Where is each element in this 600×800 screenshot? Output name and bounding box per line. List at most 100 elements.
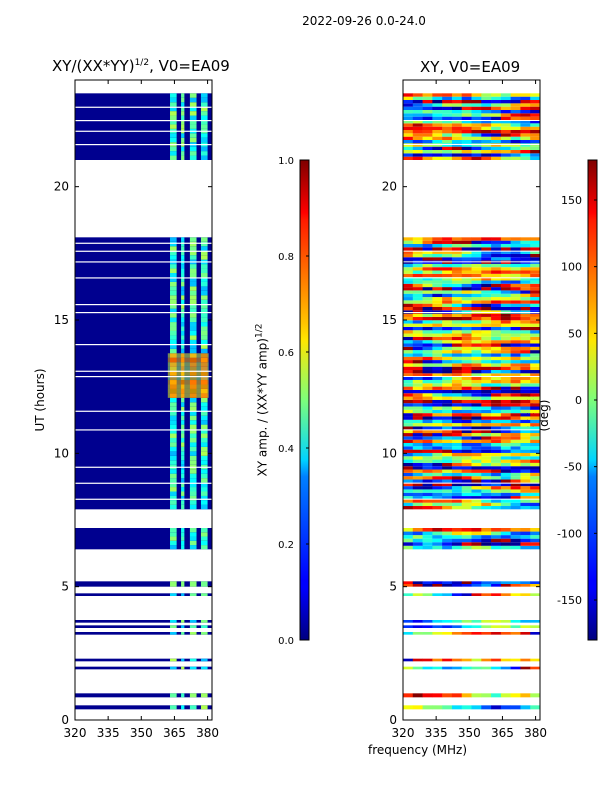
phase-cell xyxy=(530,280,540,284)
phase-cell xyxy=(530,499,540,503)
phase-cell xyxy=(432,103,443,107)
phase-cell xyxy=(491,452,502,457)
phase-cell xyxy=(530,705,540,710)
phase-cell xyxy=(471,153,482,157)
phase-cell xyxy=(442,436,453,440)
phase-cell xyxy=(442,406,453,410)
phase-cell xyxy=(530,620,540,623)
phase-cell xyxy=(471,297,482,301)
phase-cell xyxy=(510,290,521,294)
amp-cell xyxy=(189,97,197,103)
phase-cell xyxy=(500,270,511,274)
phase-cell xyxy=(451,370,463,374)
phase-cell xyxy=(451,383,463,387)
phase-cell xyxy=(510,446,521,450)
phase-cell xyxy=(442,343,453,347)
phase-cell xyxy=(422,290,433,294)
phase-cell xyxy=(500,106,511,110)
phase-cell xyxy=(471,535,482,539)
phase-cell xyxy=(481,306,492,311)
phase-cell xyxy=(461,376,472,380)
y-tick-label: 5 xyxy=(389,580,397,594)
amp-cell xyxy=(200,313,208,318)
phase-cell xyxy=(461,113,472,117)
phase-cell xyxy=(520,531,531,536)
phase-cell xyxy=(403,136,414,140)
phase-cell xyxy=(481,403,492,407)
phase-cell xyxy=(481,486,492,490)
amp-cell xyxy=(200,124,208,129)
phase-cell xyxy=(403,363,414,367)
phase-cell xyxy=(481,389,492,394)
phase-cell xyxy=(403,320,414,324)
phase-cell xyxy=(510,273,521,278)
amp-cell xyxy=(170,460,177,465)
phase-cell xyxy=(432,693,443,698)
left-plot-title: XY/(XX*YY)1/2, V0=EA09 xyxy=(52,57,230,75)
phase-cell xyxy=(491,356,502,361)
phase-cell xyxy=(442,632,453,635)
phase-cell xyxy=(412,283,423,288)
phase-cell xyxy=(481,439,492,443)
phase-cell xyxy=(461,666,472,670)
phase-cell xyxy=(412,389,423,394)
phase-cell xyxy=(491,243,502,248)
phase-cell xyxy=(422,257,433,261)
phase-cell xyxy=(403,476,414,480)
phase-cell xyxy=(403,103,414,107)
phase-cell xyxy=(451,156,463,160)
phase-cell xyxy=(530,693,540,698)
phase-cell xyxy=(520,584,531,587)
phase-cell xyxy=(481,469,492,473)
amp-cell xyxy=(181,317,185,323)
phase-cell xyxy=(471,632,482,635)
phase-cell xyxy=(442,446,453,450)
phase-cell xyxy=(530,133,540,137)
phase-cell xyxy=(442,373,453,377)
phase-cell xyxy=(461,403,472,407)
phase-cell xyxy=(471,96,482,100)
phase-cell xyxy=(481,273,492,278)
amp-cell xyxy=(181,415,185,421)
phase-cell xyxy=(432,290,443,294)
phase-cell xyxy=(520,469,531,473)
phase-cell xyxy=(520,330,531,334)
phase-cell xyxy=(451,426,463,430)
phase-cell xyxy=(432,130,443,134)
amp-cell xyxy=(170,339,177,345)
phase-cell xyxy=(530,283,540,288)
phase-cell xyxy=(481,446,492,450)
phase-cell xyxy=(520,360,531,364)
colorbar-tick-label: 150 xyxy=(561,194,582,207)
phase-cell xyxy=(432,356,443,361)
phase-cell xyxy=(530,593,540,596)
phase-cell xyxy=(432,333,443,337)
phase-cell xyxy=(461,416,472,420)
phase-cell xyxy=(422,120,433,124)
phase-cell xyxy=(520,247,531,251)
phase-cell xyxy=(461,320,472,324)
phase-cell xyxy=(530,243,540,248)
phase-cell xyxy=(510,320,521,324)
phase-cell xyxy=(451,280,463,284)
phase-cell xyxy=(520,452,531,457)
amp-cell xyxy=(200,406,208,412)
phase-cell xyxy=(403,326,414,331)
phase-cell xyxy=(471,303,482,307)
phase-cell xyxy=(451,360,463,364)
phase-cell xyxy=(442,316,453,321)
phase-cell xyxy=(500,482,511,487)
phase-cell xyxy=(461,287,472,291)
phase-cell xyxy=(520,110,531,114)
phase-cell xyxy=(500,320,511,324)
phase-cell xyxy=(530,383,540,387)
phase-cell xyxy=(403,277,414,281)
phase-cell xyxy=(432,426,443,430)
amp-cell xyxy=(189,593,197,596)
amp-block-5 xyxy=(75,625,212,628)
phase-cell xyxy=(471,116,482,120)
phase-cell xyxy=(491,466,502,470)
phase-cell xyxy=(520,423,531,427)
phase-cell xyxy=(510,316,521,321)
